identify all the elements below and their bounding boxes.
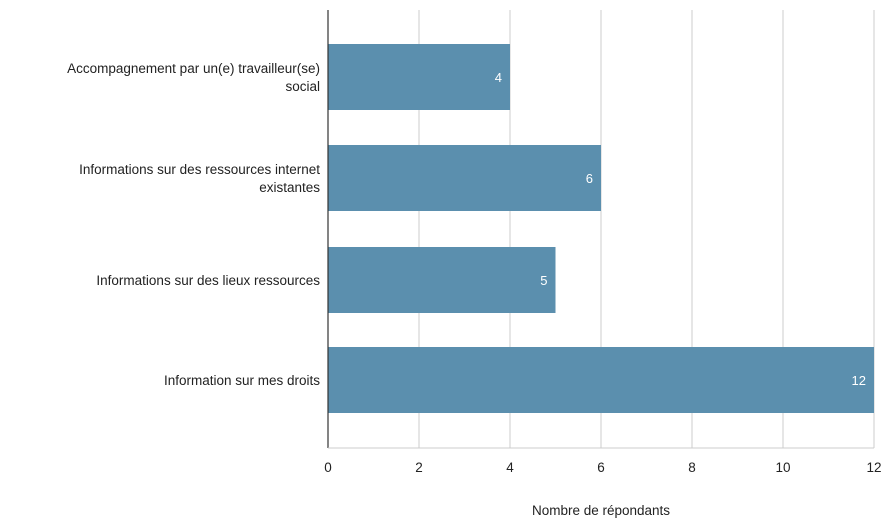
bar-1	[328, 44, 510, 110]
category-label-line: Informations sur des lieux ressources	[96, 273, 320, 288]
bar-2	[328, 145, 601, 211]
bar-4	[328, 347, 874, 413]
x-tick-label-6: 6	[597, 460, 605, 475]
x-tick-label-12: 12	[866, 460, 881, 475]
x-tick-label-4: 4	[506, 460, 514, 475]
category-label-line: Accompagnement par un(e) travailleur(se)	[67, 61, 320, 76]
category-label-line: social	[285, 79, 320, 94]
category-label-1: Accompagnement par un(e) travailleur(se)…	[67, 61, 320, 94]
category-label-line: Informations sur des ressources internet	[79, 162, 320, 177]
data-label-4: 12	[852, 373, 866, 388]
x-tick-label-8: 8	[688, 460, 696, 475]
category-label-2: Informations sur des ressources internet…	[79, 162, 320, 195]
data-label-1: 4	[495, 70, 502, 85]
bars: 4 6 5 12	[328, 44, 874, 413]
bar-3	[328, 247, 556, 313]
category-label-4: Information sur mes droits	[164, 373, 320, 388]
axes	[327, 10, 874, 449]
data-label-3: 5	[540, 273, 547, 288]
category-labels: Accompagnement par un(e) travailleur(se)…	[67, 61, 320, 388]
category-label-line: Information sur mes droits	[164, 373, 320, 388]
x-tick-labels: 0 2 4 6 8 10 12	[324, 460, 881, 475]
category-label-3: Informations sur des lieux ressources	[96, 273, 320, 288]
x-tick-label-10: 10	[775, 460, 790, 475]
data-label-2: 6	[586, 171, 593, 186]
x-tick-label-0: 0	[324, 460, 332, 475]
x-axis-title: Nombre de répondants	[532, 503, 670, 518]
category-label-line: existantes	[259, 180, 320, 195]
x-tick-label-2: 2	[415, 460, 423, 475]
